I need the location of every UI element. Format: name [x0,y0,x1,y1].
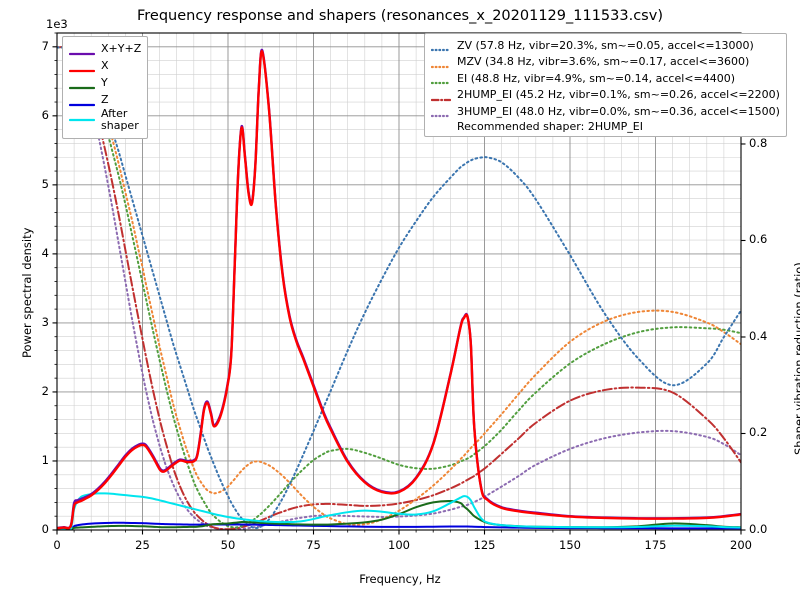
y-axis-right-label: Shaper vibration reduction (ratio) [792,262,800,455]
y-axis-left-label: Power spectral density [20,227,34,358]
chart-title: Frequency response and shapers (resonanc… [137,8,663,24]
x-tick-label: 0 [53,538,61,552]
legend-item-label: X [101,59,109,72]
legend-swatch-solid [68,95,96,106]
series-line-z [57,521,741,530]
x-axis-label: Frequency, Hz [359,572,441,586]
legend-item-label: ZV (57.8 Hz, vibr=20.3%, sm~=0.05, accel… [457,38,754,52]
series-line-mzv [57,46,741,526]
legend-item-y[interactable]: Y [63,74,147,91]
legend-item-label: X+Y+Z [101,42,142,55]
legend-swatch-dotted [430,106,452,118]
legend-item-label: EI (48.8 Hz, vibr=4.9%, sm~=0.14, accel<… [457,71,735,85]
y-tick-label-right: 0.6 [749,232,768,247]
legend-swatch-dotted [430,73,452,85]
legend-item-mzv[interactable]: MZV (34.8 Hz, vibr=3.6%, sm~=0.17, accel… [425,54,786,71]
legend-item-3hump-ei[interactable]: 3HUMP_EI (48.0 Hz, vibr=0.0%, sm~=0.36, … [425,103,786,120]
y-tick-label-right: 0.8 [749,135,768,150]
y-tick-label-left: 2 [41,383,49,398]
y-tick-label-left: 0 [41,522,49,536]
x-tick-label: 125 [473,538,496,552]
legend-item-label: Z [101,93,109,106]
legend-item-label: Y [101,76,108,89]
legend-swatch-solid [68,44,96,55]
y-tick-label-left: 3 [41,314,49,329]
legend-item-label: MZV (34.8 Hz, vibr=3.6%, sm~=0.17, accel… [457,55,750,69]
y-tick-label-left: 4 [41,245,49,260]
x-tick-label: 100 [388,538,410,552]
legend-item-2hump-ei[interactable]: 2HUMP_EI (45.2 Hz, vibr=0.1%, sm~=0.26, … [425,87,786,104]
series-line-2hump-ei [57,46,741,530]
y-tick-label-right: 0.2 [749,425,768,440]
legend-swatch-solid [68,110,96,122]
legend-item-after-shaper[interactable]: After shaper [63,108,147,134]
legend-item-label: 2HUMP_EI (45.2 Hz, vibr=0.1%, sm~=0.26, … [457,88,780,102]
x-tick-label: 75 [306,538,321,552]
legend-swatch-dashdot [430,90,452,101]
legend-signals[interactable]: X+Y+Z X Y Z After shaper [62,36,149,139]
series-line-x [57,50,741,530]
x-tick-label: 200 [730,538,752,552]
y-tick-label-left: 6 [41,107,49,122]
legend-item-label: 3HUMP_EI (48.0 Hz, vibr=0.0%, sm~=0.36, … [457,104,780,118]
y-tick-label-left: 1 [41,452,49,467]
x-tick-label: 25 [135,538,150,552]
series-line-y [57,499,741,530]
y-tick-label-right: 0.0 [749,522,768,536]
legend-swatch-solid [68,61,96,72]
legend-swatch-dotted [430,57,452,68]
legend-item-x-y-z[interactable]: X+Y+Z [63,40,147,57]
y-tick-label-left: 5 [41,176,49,191]
recommended-shaper-text: Recommended shaper: 2HUMP_EI [457,119,643,133]
x-tick-label: 175 [644,538,667,552]
legend-item-ei[interactable]: EI (48.8 Hz, vibr=4.9%, sm~=0.14, accel<… [425,70,786,87]
legend-swatch-solid [68,78,96,89]
y-tick-label-left: 7 [41,38,49,53]
legend-item-z[interactable]: Z [63,91,147,108]
legend-shapers[interactable]: ZV (57.8 Hz, vibr=20.3%, sm~=0.05, accel… [424,33,787,137]
series-line-after-shaper [57,492,741,530]
legend-swatch-dotted [430,40,452,52]
legend-item-x[interactable]: X [63,57,147,74]
y-axis-exponent-label: 1e3 [46,17,68,31]
x-tick-label: 150 [559,538,581,552]
legend-item-zv[interactable]: ZV (57.8 Hz, vibr=20.3%, sm~=0.05, accel… [425,37,786,54]
y-tick-label-right: 0.4 [749,328,768,343]
legend-item-label: After shaper [101,107,139,132]
x-tick-label: 50 [220,538,236,552]
